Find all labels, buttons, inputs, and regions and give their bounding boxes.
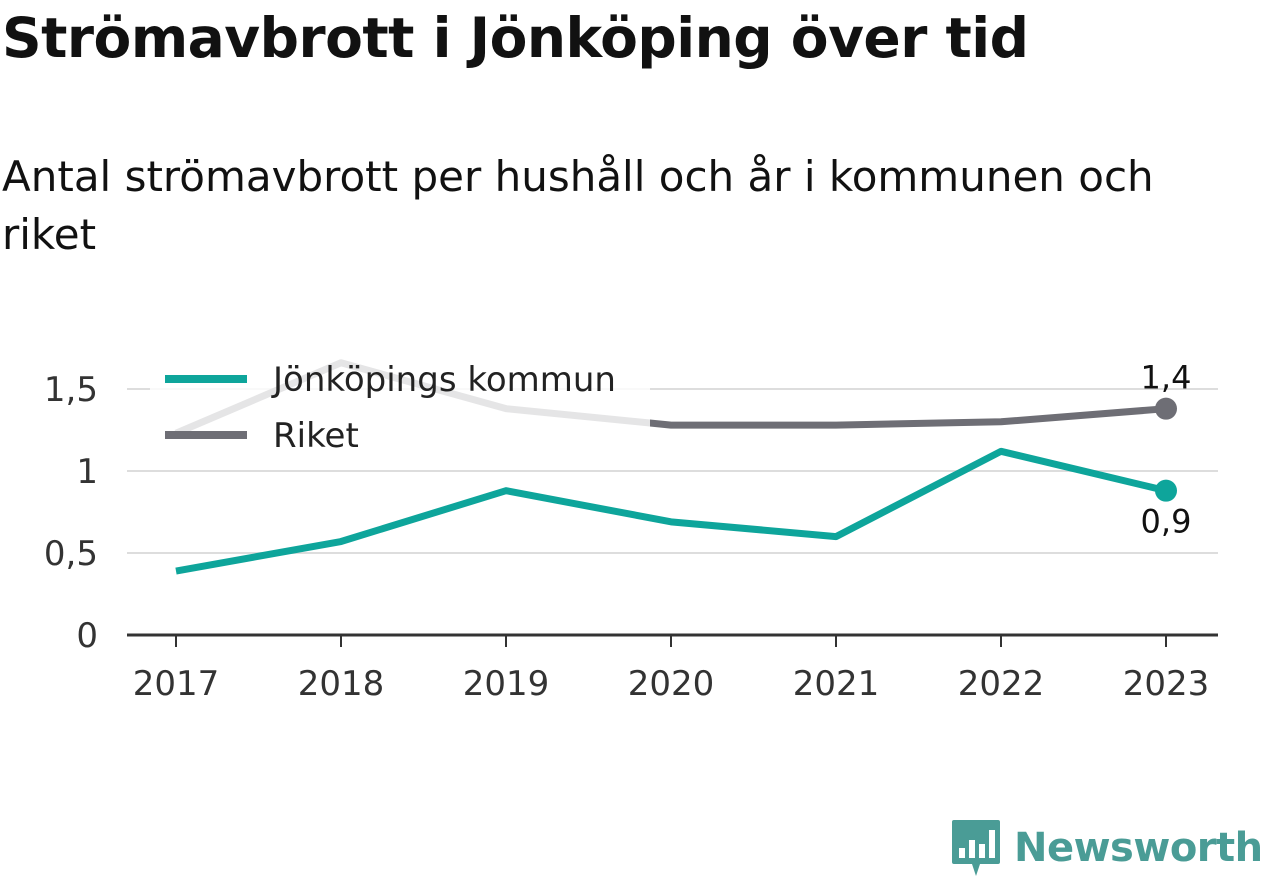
legend-label: Jönköpings kommun	[271, 360, 616, 400]
end-point-marker	[1155, 397, 1177, 420]
end-value-label: 1,4	[1141, 359, 1192, 397]
newsworthy-logo: Newsworthy	[950, 818, 1262, 878]
x-tick-label: 2020	[628, 664, 715, 704]
x-tick-label: 2019	[463, 664, 550, 704]
legend-label: Riket	[273, 416, 359, 456]
legend-background	[150, 352, 650, 470]
y-tick-label: 0,5	[44, 534, 98, 574]
y-tick-label: 1	[76, 452, 98, 492]
x-tick-label: 2021	[793, 664, 880, 704]
chart-title: Strömavbrott i Jönköping över tid	[2, 6, 1029, 70]
newsworthy-icon	[952, 820, 1000, 876]
x-tick-label: 2023	[1123, 664, 1210, 704]
x-tick-label: 2022	[958, 664, 1045, 704]
end-point-marker	[1155, 479, 1177, 502]
series-line-jonkoping	[175, 447, 1167, 575]
x-tick-label: 2018	[298, 664, 385, 704]
chart-subtitle: Antal strömavbrott per hushåll och år i …	[2, 152, 1154, 259]
line-chart: 0 0,5 1 1,5 2017 2018 2019 2020 2021 2022 2023 Jönk…	[43, 352, 1218, 704]
end-value-label: 0,9	[1141, 503, 1192, 541]
brand-name: Newsworthy	[1014, 825, 1262, 871]
x-tick-label: 2017	[133, 664, 220, 704]
y-tick-label: 0	[76, 616, 98, 656]
y-tick-label: 1,5	[44, 370, 98, 410]
